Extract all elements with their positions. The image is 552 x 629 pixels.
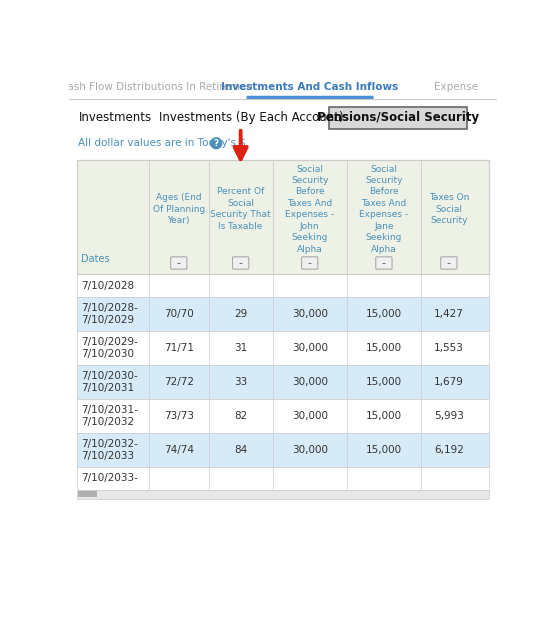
Bar (77, 331, 489, 365)
Text: Dates: Dates (81, 253, 109, 264)
Text: Cash Flow Distributions In Retirement: Cash Flow Distributions In Retirement (60, 82, 257, 92)
Text: 7/10/2028-
7/10/2029: 7/10/2028- 7/10/2029 (81, 303, 137, 325)
Text: 7/10/2029-
7/10/2030: 7/10/2029- 7/10/2030 (81, 337, 137, 359)
Text: 15,000: 15,000 (366, 445, 402, 455)
Bar (77, 490, 489, 499)
Text: -: - (238, 258, 243, 268)
Text: Investments (By Each Account): Investments (By Each Account) (159, 111, 343, 125)
Bar (77, 298, 489, 331)
FancyBboxPatch shape (330, 107, 468, 128)
Circle shape (211, 138, 222, 148)
Text: 74/74: 74/74 (164, 445, 194, 455)
Bar (77, 491, 97, 498)
Text: 1,427: 1,427 (434, 309, 464, 319)
FancyBboxPatch shape (171, 257, 187, 269)
Bar (77, 160, 489, 274)
Text: 5,993: 5,993 (434, 411, 464, 421)
Text: Expense: Expense (434, 82, 479, 92)
Text: Investments And Cash Inflows: Investments And Cash Inflows (221, 82, 398, 92)
Text: 1,553: 1,553 (434, 343, 464, 353)
Bar (77, 433, 489, 467)
Text: 15,000: 15,000 (366, 343, 402, 353)
Text: 15,000: 15,000 (366, 309, 402, 319)
Text: Social
Security
Before
Taxes And
Expenses -
Jane
Seeking
Alpha: Social Security Before Taxes And Expense… (359, 165, 408, 253)
Text: -: - (177, 258, 181, 268)
Bar (77, 467, 489, 490)
Text: 15,000: 15,000 (366, 411, 402, 421)
Text: 73/73: 73/73 (164, 411, 194, 421)
Bar (77, 365, 489, 399)
Text: 84: 84 (234, 445, 247, 455)
Text: All dollar values are in Today's $: All dollar values are in Today's $ (78, 138, 246, 148)
Text: Pensions/Social Security: Pensions/Social Security (317, 111, 480, 125)
FancyBboxPatch shape (301, 257, 318, 269)
Text: 7/10/2030-
7/10/2031: 7/10/2030- 7/10/2031 (81, 370, 137, 393)
Bar (77, 274, 489, 298)
Text: 70/70: 70/70 (164, 309, 194, 319)
Text: Social
Security
Before
Taxes And
Expenses -
John
Seeking
Alpha: Social Security Before Taxes And Expense… (285, 165, 335, 253)
Text: 72/72: 72/72 (164, 377, 194, 387)
Text: 7/10/2028: 7/10/2028 (81, 281, 134, 291)
Text: 30,000: 30,000 (291, 445, 328, 455)
Text: Percent Of
Social
Security That
Is Taxable: Percent Of Social Security That Is Taxab… (210, 187, 271, 231)
FancyBboxPatch shape (376, 257, 392, 269)
Text: 33: 33 (234, 377, 247, 387)
Text: 30,000: 30,000 (291, 343, 328, 353)
Text: 30,000: 30,000 (291, 309, 328, 319)
Text: 15,000: 15,000 (366, 377, 402, 387)
Text: 1,679: 1,679 (434, 377, 464, 387)
Text: -: - (447, 258, 451, 268)
FancyBboxPatch shape (440, 257, 457, 269)
Text: ?: ? (214, 139, 219, 148)
Text: 71/71: 71/71 (164, 343, 194, 353)
Bar (77, 160, 489, 274)
Text: 29: 29 (234, 309, 247, 319)
Text: Taxes On
Social
Security: Taxes On Social Security (429, 193, 469, 225)
Text: 6,192: 6,192 (434, 445, 464, 455)
Text: 82: 82 (234, 411, 247, 421)
Text: Ages (End
Of Planning
Year): Ages (End Of Planning Year) (153, 193, 205, 225)
Text: 30,000: 30,000 (291, 377, 328, 387)
Text: 31: 31 (234, 343, 247, 353)
Text: -: - (307, 258, 312, 268)
Text: 7/10/2033-: 7/10/2033- (81, 473, 137, 483)
Text: 7/10/2031-
7/10/2032: 7/10/2031- 7/10/2032 (81, 404, 137, 427)
Text: 30,000: 30,000 (291, 411, 328, 421)
FancyBboxPatch shape (232, 257, 249, 269)
Text: 7/10/2032-
7/10/2033: 7/10/2032- 7/10/2033 (81, 438, 137, 461)
Text: Investments: Investments (79, 111, 152, 125)
Text: -: - (382, 258, 386, 268)
Bar (77, 399, 489, 433)
